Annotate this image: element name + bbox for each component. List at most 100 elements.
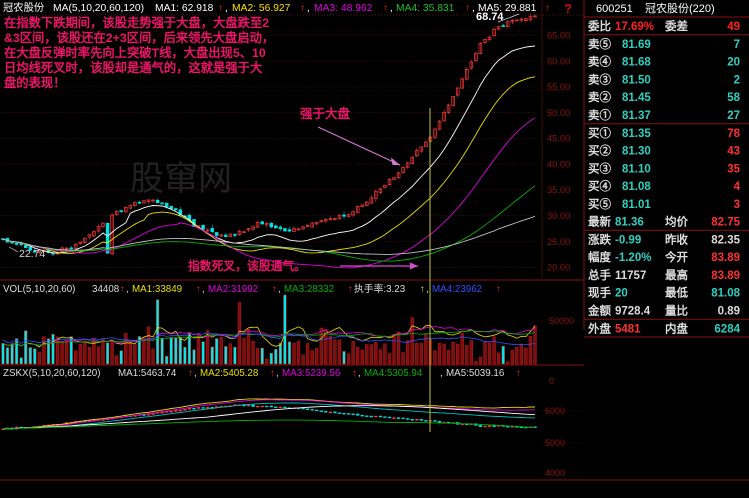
svg-text:,: , (126, 284, 129, 295)
svg-text:总手: 总手 (588, 268, 611, 282)
svg-text:↑: ↑ (545, 3, 550, 14)
svg-text:↑: ↑ (300, 3, 305, 14)
svg-text:现手: 现手 (588, 286, 611, 300)
svg-text:买③: 买③ (588, 162, 611, 176)
svg-text:指数死叉，该股通气。: 指数死叉，该股通气。 (188, 259, 306, 273)
svg-text:0: 0 (549, 376, 554, 386)
svg-text:卖④: 卖④ (588, 55, 611, 69)
svg-text:,: , (225, 3, 228, 14)
svg-text:,: , (426, 284, 429, 295)
svg-text:金额: 金额 (587, 304, 611, 318)
svg-text:MA2: 56.927: MA2: 56.927 (232, 3, 291, 14)
svg-text:买②: 买② (588, 144, 611, 158)
svg-text:MA1:33849: MA1:33849 (132, 284, 182, 295)
svg-text:MA1:5463.74: MA1:5463.74 (118, 368, 177, 379)
svg-text:↑: ↑ (465, 3, 470, 14)
svg-text:0.89: 0.89 (718, 306, 740, 318)
svg-text:MA2:5405.28: MA2:5405.28 (200, 368, 259, 379)
svg-text:3: 3 (734, 199, 740, 211)
svg-text:17.69%: 17.69% (615, 21, 654, 33)
svg-text:7: 7 (734, 39, 740, 51)
svg-text:MA1: 62.918: MA1: 62.918 (155, 3, 214, 14)
svg-text:58: 58 (727, 92, 740, 104)
svg-text:委比: 委比 (587, 19, 611, 33)
svg-text:MA5:5039.16: MA5:5039.16 (446, 368, 505, 379)
svg-text:冠农股份: 冠农股份 (3, 1, 44, 14)
svg-text:9728.4: 9728.4 (615, 306, 651, 318)
svg-text:81.50: 81.50 (622, 75, 651, 87)
svg-text:,: , (202, 284, 205, 295)
svg-text:卖①: 卖① (588, 108, 611, 122)
svg-text:今开: 今开 (664, 250, 688, 264)
svg-text:↑: ↑ (218, 3, 223, 14)
svg-text:81.37: 81.37 (622, 110, 651, 122)
svg-text:,: , (440, 368, 443, 379)
svg-text:最高: 最高 (665, 268, 688, 282)
svg-text:股窜网: 股窜网 (130, 160, 232, 198)
svg-text:?: ? (564, 1, 572, 16)
svg-text:81.08: 81.08 (622, 181, 651, 193)
svg-text:MA3: 48.962: MA3: 48.962 (314, 3, 373, 14)
svg-text:在大盘反弹时率先向上突破T线，大盘出现5、10: 在大盘反弹时率先向上突破T线，大盘出现5、10 (4, 45, 266, 60)
svg-text:81.68: 81.68 (622, 57, 651, 69)
svg-text:30.00: 30.00 (547, 211, 570, 221)
svg-text:卖③: 卖③ (588, 73, 611, 87)
svg-text:↑: ↑ (352, 368, 357, 379)
svg-text:83.89: 83.89 (711, 270, 740, 282)
svg-text:执手率:3.23: 执手率:3.23 (354, 282, 406, 295)
svg-text:冠农股份(220): 冠农股份(220) (645, 1, 715, 15)
svg-text:,: , (278, 284, 281, 295)
svg-text:,: , (358, 368, 361, 379)
svg-text:委差: 委差 (664, 19, 688, 33)
svg-text:强于大盘: 强于大盘 (300, 106, 351, 121)
svg-text:11757: 11757 (615, 270, 646, 282)
svg-text:81.69: 81.69 (622, 39, 651, 51)
svg-text:49: 49 (727, 21, 740, 33)
svg-text:最新: 最新 (588, 215, 611, 229)
svg-text:,: , (472, 3, 475, 14)
svg-text:5481: 5481 (615, 324, 641, 336)
svg-text:外盘: 外盘 (587, 322, 611, 336)
svg-text:25.00: 25.00 (547, 237, 570, 247)
svg-text:,: , (276, 368, 279, 379)
svg-text:MA2:31992: MA2:31992 (208, 284, 258, 295)
svg-text:78: 78 (727, 128, 740, 140)
svg-text:-0.99: -0.99 (615, 235, 641, 247)
svg-text:2: 2 (734, 75, 740, 87)
svg-text:↑: ↑ (270, 368, 275, 379)
svg-text:日均线死叉时，该股却是通气的，这就是强于大: 日均线死叉时，该股却是通气的，这就是强于大 (4, 60, 263, 75)
svg-text:55.00: 55.00 (547, 82, 570, 92)
svg-text:MA3:28332: MA3:28332 (284, 284, 334, 295)
svg-text:MA4:23962: MA4:23962 (432, 284, 482, 295)
svg-text:40.00: 40.00 (547, 159, 570, 169)
svg-text:盘的表现！: 盘的表现！ (4, 75, 66, 90)
svg-text:买①: 买① (588, 126, 611, 140)
svg-text:↑: ↑ (348, 284, 353, 295)
svg-text:81.30: 81.30 (622, 146, 651, 158)
svg-text:涨跌: 涨跌 (588, 233, 611, 247)
svg-text:,: , (194, 368, 197, 379)
svg-text:6284: 6284 (714, 324, 740, 336)
svg-text:MA4:5305.94: MA4:5305.94 (364, 368, 423, 379)
svg-text:昨收: 昨收 (665, 233, 688, 247)
svg-text:81.45: 81.45 (622, 92, 651, 104)
svg-text:↑: ↑ (120, 284, 125, 295)
svg-text:↑: ↑ (383, 3, 388, 14)
svg-text:,: , (390, 3, 393, 14)
svg-text:↑: ↑ (196, 284, 201, 295)
svg-text:↑: ↑ (188, 368, 193, 379)
svg-text:83.89: 83.89 (711, 252, 740, 264)
svg-text:买④: 买④ (588, 179, 611, 193)
svg-text:量比: 量比 (665, 304, 688, 318)
svg-text:↑: ↑ (516, 368, 521, 379)
svg-text:22.74: 22.74 (19, 248, 45, 260)
svg-text:在指数下跌期间，该股走势强于大盘，大盘跌至2: 在指数下跌期间，该股走势强于大盘，大盘跌至2 (4, 15, 269, 30)
svg-text:买⑤: 买⑤ (588, 197, 611, 211)
svg-text:最低: 最低 (665, 286, 688, 300)
svg-text:卖②: 卖② (588, 90, 611, 104)
svg-text:20.00: 20.00 (547, 263, 570, 273)
svg-text:VOL(5,10,20,60): VOL(5,10,20,60) (3, 284, 75, 295)
svg-text:600251: 600251 (596, 3, 633, 15)
svg-text:35: 35 (727, 164, 740, 176)
svg-text:,: , (307, 3, 310, 14)
